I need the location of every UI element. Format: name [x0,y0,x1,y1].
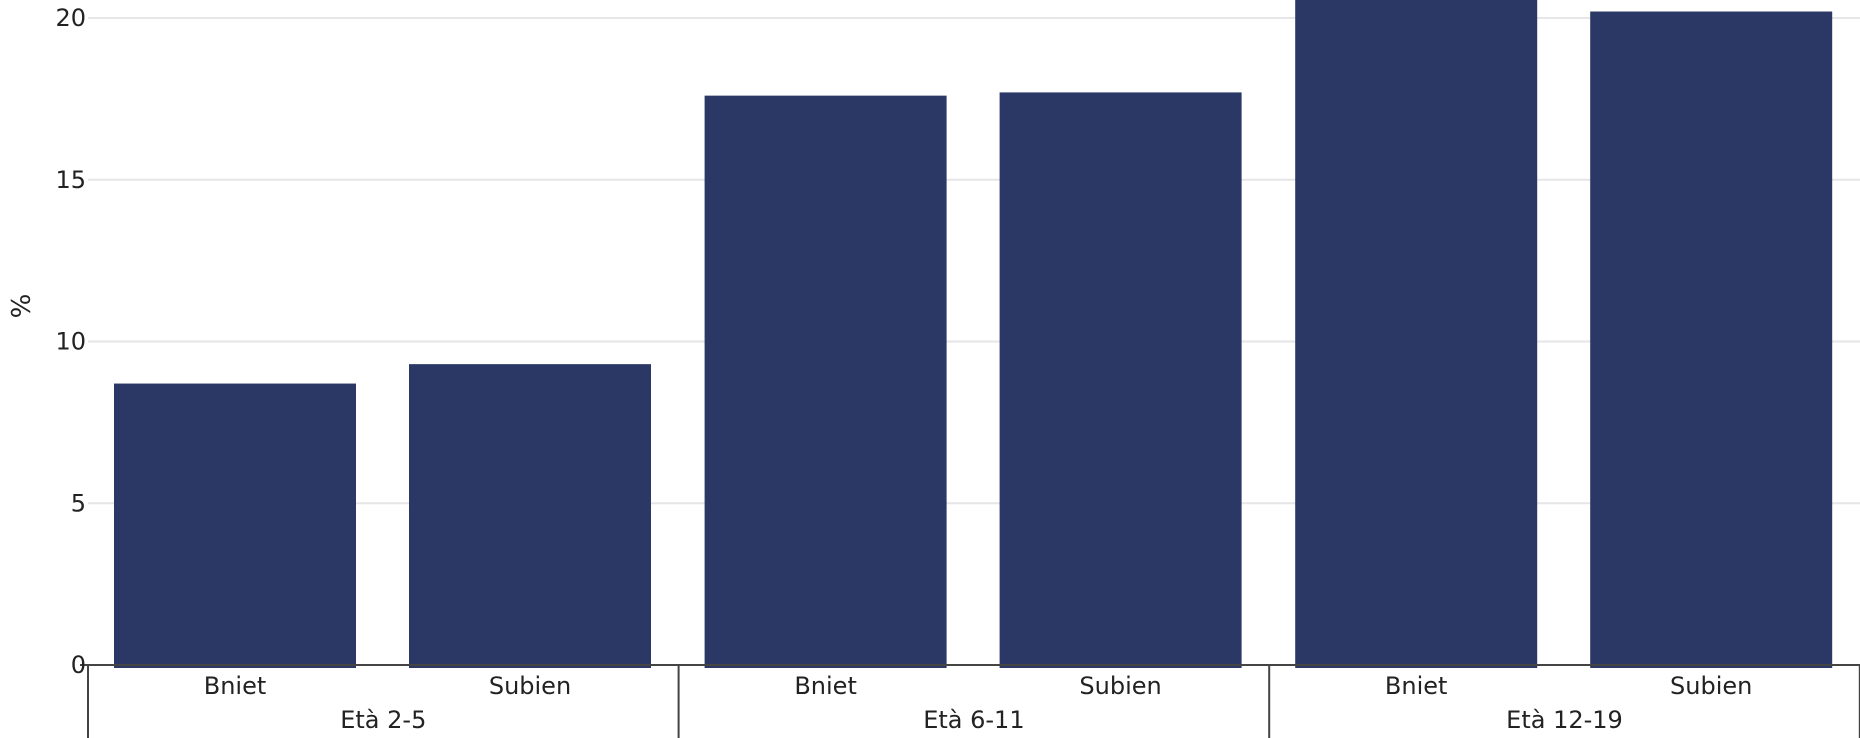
bar [704,95,947,668]
y-tick-label: 10 [55,328,86,356]
x-group-label: Età 12-19 [1506,706,1623,734]
bars [114,0,1833,668]
x-group-label: Età 2-5 [340,706,426,734]
x-category-label: Subien [1079,672,1161,700]
x-category-label: Subien [1670,672,1752,700]
y-tick-label: 20 [55,4,86,32]
y-tick-label: 5 [71,489,86,517]
labels: 0 5 10 15 20 Bniet Subien Età 2-5 Bniet Subien Età… [55,4,1752,734]
y-axis-label: % [7,294,37,319]
x-group-label: Età 6-11 [923,706,1024,734]
y-tick-label: 15 [55,166,86,194]
x-category-label: Bniet [204,672,267,700]
y-tick-label: 0 [71,651,86,679]
bar [1590,11,1833,668]
bar [1295,0,1538,668]
x-category-label: Bniet [794,672,857,700]
x-category-label: Bniet [1385,672,1448,700]
x-category-label: Subien [489,672,571,700]
grid-lines [88,17,1860,505]
bar [114,383,356,668]
bar [409,364,651,668]
bar [999,92,1242,668]
